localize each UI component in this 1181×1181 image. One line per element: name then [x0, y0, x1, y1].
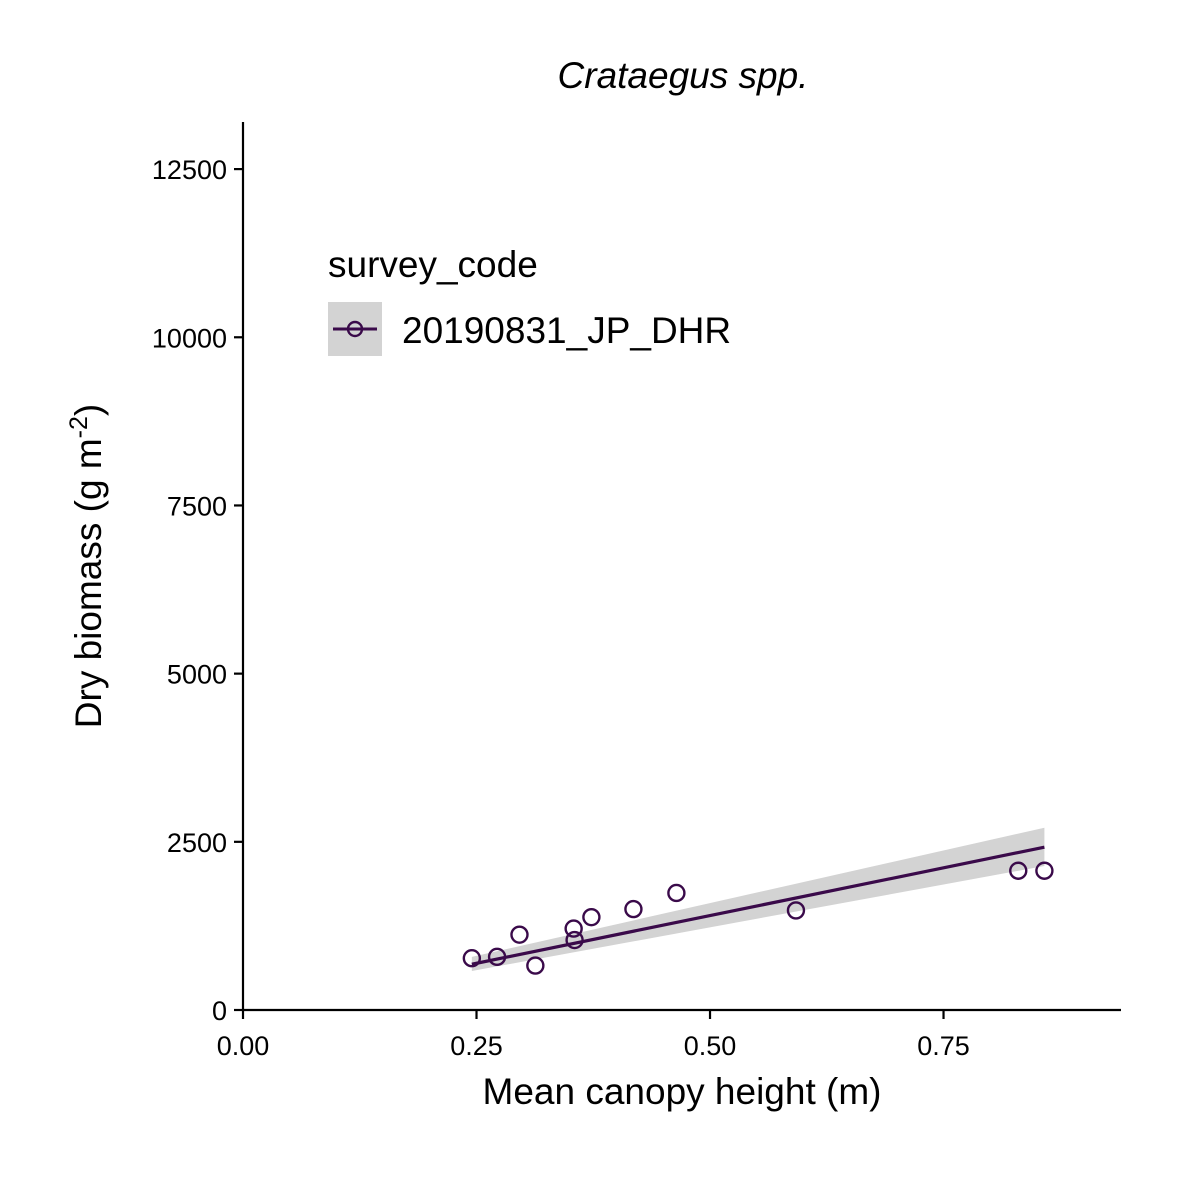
- y-tick-label: 5000: [167, 660, 227, 690]
- y-tick-label: 7500: [167, 491, 227, 521]
- legend-label: 20190831_JP_DHR: [402, 310, 731, 351]
- data-point: [526, 956, 545, 975]
- x-tick-label: 0.00: [217, 1031, 270, 1061]
- legend-title: survey_code: [328, 244, 538, 285]
- y-axis-title-superscript: -2: [65, 416, 93, 438]
- data-point: [1035, 861, 1054, 880]
- confidence-ribbon: [471, 827, 1045, 971]
- data-point: [487, 947, 507, 967]
- fit-lines: [471, 845, 1045, 966]
- data-point: [667, 883, 686, 903]
- y-axis-title-end: ): [68, 404, 109, 416]
- x-tick-label: 0.25: [450, 1031, 503, 1061]
- data-point: [582, 907, 601, 927]
- data-point: [565, 930, 584, 950]
- data-point: [510, 925, 529, 944]
- x-tick-label: 0.50: [684, 1031, 737, 1061]
- x-tick-label: 0.75: [917, 1031, 970, 1061]
- data-point: [564, 919, 583, 938]
- data-points: [462, 861, 1054, 975]
- y-tick-label: 12500: [152, 155, 227, 185]
- y-axis-title-main: Dry biomass (g m: [68, 438, 109, 728]
- legend: survey_code 20190831_JP_DHR: [328, 244, 731, 356]
- y-axis-ticks: 0 2500 5000 7500 10000 12500: [152, 155, 243, 1026]
- plot-area: [462, 827, 1054, 975]
- x-axis-title: Mean canopy height (m): [483, 1071, 882, 1112]
- y-tick-label: 0: [212, 996, 227, 1026]
- confidence-ribbons: [471, 827, 1045, 971]
- legend-key-point: [346, 320, 364, 338]
- data-point: [786, 901, 806, 920]
- fit-line: [471, 845, 1045, 966]
- data-point: [1009, 861, 1028, 880]
- y-tick-label: 2500: [167, 828, 227, 858]
- y-tick-label: 10000: [152, 323, 227, 353]
- x-axis-ticks: 0.00 0.25 0.50 0.75: [217, 1010, 970, 1061]
- data-point: [462, 949, 482, 968]
- plot-title: Crataegus spp.: [558, 55, 809, 96]
- data-point: [624, 899, 643, 919]
- y-axis-title: Dry biomass (g m-2): [65, 404, 109, 728]
